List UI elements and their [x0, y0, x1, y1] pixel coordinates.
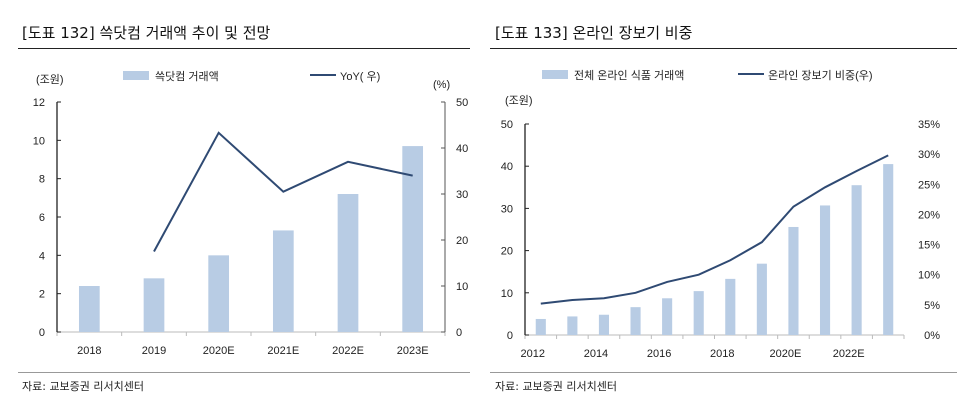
right-tick-label: 5% — [924, 300, 940, 312]
bar-2019 — [143, 278, 165, 332]
chart-title-132: [도표 132] 쓱닷컴 거래액 추이 및 전망 — [22, 24, 271, 42]
right-tick-label: 40 — [456, 143, 468, 155]
x-tick-label: 2016 — [647, 348, 671, 360]
x-tick-label: 2021E — [267, 345, 299, 357]
bar-2015 — [630, 307, 641, 335]
left-tick-label: 0 — [507, 330, 513, 342]
bar-2018 — [78, 286, 100, 332]
left-tick-label: 12 — [33, 97, 45, 109]
right-tick-label: 15% — [918, 240, 940, 252]
x-tick-label: 2018 — [77, 345, 101, 357]
right-tick-label: 25% — [918, 179, 940, 191]
right-tick-label: 0% — [924, 330, 940, 342]
right-tick-label: 30 — [456, 189, 468, 201]
bar-2017 — [693, 291, 704, 335]
left-axis-unit: (조원) — [36, 73, 64, 86]
right-tick-label: 10% — [918, 270, 940, 282]
bar-2020E — [788, 226, 799, 335]
left-tick-label: 8 — [39, 174, 45, 186]
x-tick-label: 2020E — [770, 348, 802, 360]
bar-2022E — [851, 185, 862, 335]
x-tick-label: 2023E — [397, 345, 429, 357]
title-divider — [490, 48, 957, 49]
x-tick-label: 2020E — [203, 345, 235, 357]
left-tick-label: 6 — [39, 212, 45, 224]
legend-line-label: 온라인 장보기 비중(우) — [768, 69, 873, 82]
left-tick-label: 30 — [501, 203, 513, 215]
bar-2021E — [272, 230, 294, 332]
left-tick-label: 50 — [501, 119, 513, 131]
x-tick-label: 2018 — [710, 348, 734, 360]
right-tick-label: 30% — [918, 149, 940, 161]
bar-2023E — [402, 146, 424, 332]
x-tick-label: 2022E — [332, 345, 364, 357]
legend-bar-label: 전체 온라인 식품 거래액 — [574, 69, 684, 82]
right-tick-label: 20 — [456, 235, 468, 247]
left-tick-label: 20 — [501, 246, 513, 258]
right-tick-label: 0 — [456, 327, 462, 339]
bar-2023E — [883, 164, 894, 335]
x-tick-label: 2012 — [521, 348, 545, 360]
left-tick-label: 4 — [39, 250, 45, 262]
bar-2020E — [208, 255, 230, 332]
bar-2018 — [725, 278, 736, 335]
legend-bar-label: 쓱닷컴 거래액 — [155, 70, 219, 83]
bar-2012 — [535, 318, 546, 335]
source-note: 자료: 교보증권 리서치센터 — [22, 380, 145, 393]
chart-title-133: [도표 133] 온라인 장보기 비중 — [495, 24, 693, 42]
bar-2016 — [662, 298, 673, 335]
right-tick-label: 20% — [918, 209, 940, 221]
bar-2014 — [598, 314, 610, 335]
left-tick-label: 10 — [501, 288, 513, 300]
left-tick-label: 40 — [501, 161, 513, 173]
legend-line-label: YoY( 우) — [340, 70, 380, 83]
x-tick-label: 2022E — [833, 348, 865, 360]
right-axis-unit: (%) — [433, 79, 450, 91]
left-tick-label: 2 — [39, 289, 45, 301]
legend-bar-swatch — [542, 70, 568, 79]
x-tick-label: 2019 — [142, 345, 166, 357]
bar-2013 — [567, 316, 578, 335]
bar-2019 — [756, 263, 767, 335]
source-note: 자료: 교보증권 리서치센터 — [495, 380, 618, 393]
title-divider — [18, 48, 470, 49]
bar-2021E — [819, 205, 831, 335]
left-axis-unit: (조원) — [505, 94, 533, 107]
right-tick-label: 35% — [918, 119, 940, 131]
left-tick-label: 0 — [39, 327, 45, 339]
legend-bar-swatch — [123, 71, 149, 80]
right-tick-label: 10 — [456, 281, 468, 293]
right-tick-label: 50 — [456, 97, 468, 109]
x-tick-label: 2014 — [584, 348, 608, 360]
bar-2022E — [337, 194, 359, 332]
source-divider — [490, 372, 957, 373]
source-divider — [18, 372, 470, 373]
left-tick-label: 10 — [33, 135, 45, 147]
line-series — [540, 154, 889, 305]
